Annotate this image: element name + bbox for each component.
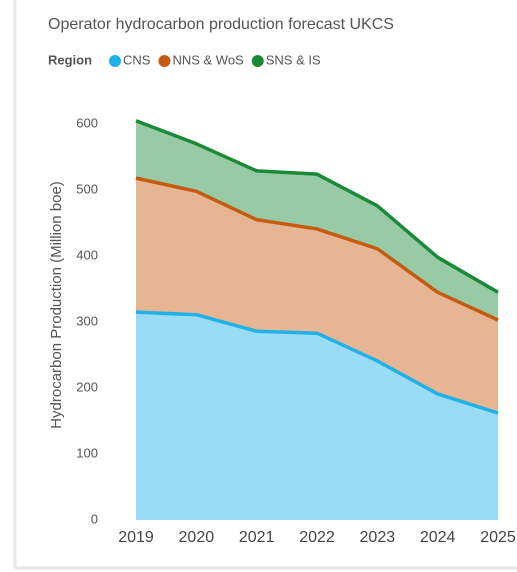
y-tick-label: 500 — [76, 181, 98, 196]
x-tick-label: 2022 — [299, 529, 335, 546]
legend-swatch — [158, 55, 171, 67]
area-line — [135, 310, 499, 415]
y-tick-label: 200 — [76, 379, 98, 394]
y-tick-label: 100 — [76, 445, 98, 460]
x-tick-label: 2021 — [239, 529, 275, 546]
area-fill — [136, 312, 498, 520]
x-tick-label: 2019 — [118, 529, 154, 546]
area-line — [135, 119, 499, 294]
area-fill — [136, 178, 498, 414]
y-tick-label: 400 — [76, 247, 98, 262]
legend-label: CNS — [123, 52, 151, 67]
x-tick-label: 2025 — [480, 529, 516, 546]
legend-label: NNS & WoS — [172, 52, 244, 67]
legend-label: SNS & IS — [266, 52, 321, 67]
y-axis-label: Hydrocarbon Production (Million boe) — [48, 181, 65, 429]
x-tick-label: 2023 — [360, 529, 396, 546]
y-tick-label: 0 — [91, 511, 98, 526]
x-tick-label: 2020 — [179, 529, 215, 546]
y-tick-label: 600 — [76, 115, 98, 130]
legend-swatch — [251, 55, 264, 67]
area-line — [135, 176, 499, 322]
chart-title: Operator hydrocarbon production forecast… — [48, 16, 394, 33]
legend-title: Region — [48, 52, 92, 67]
y-tick-label: 300 — [76, 313, 98, 328]
legend-swatch — [109, 55, 121, 67]
x-tick-label: 2024 — [420, 529, 456, 546]
